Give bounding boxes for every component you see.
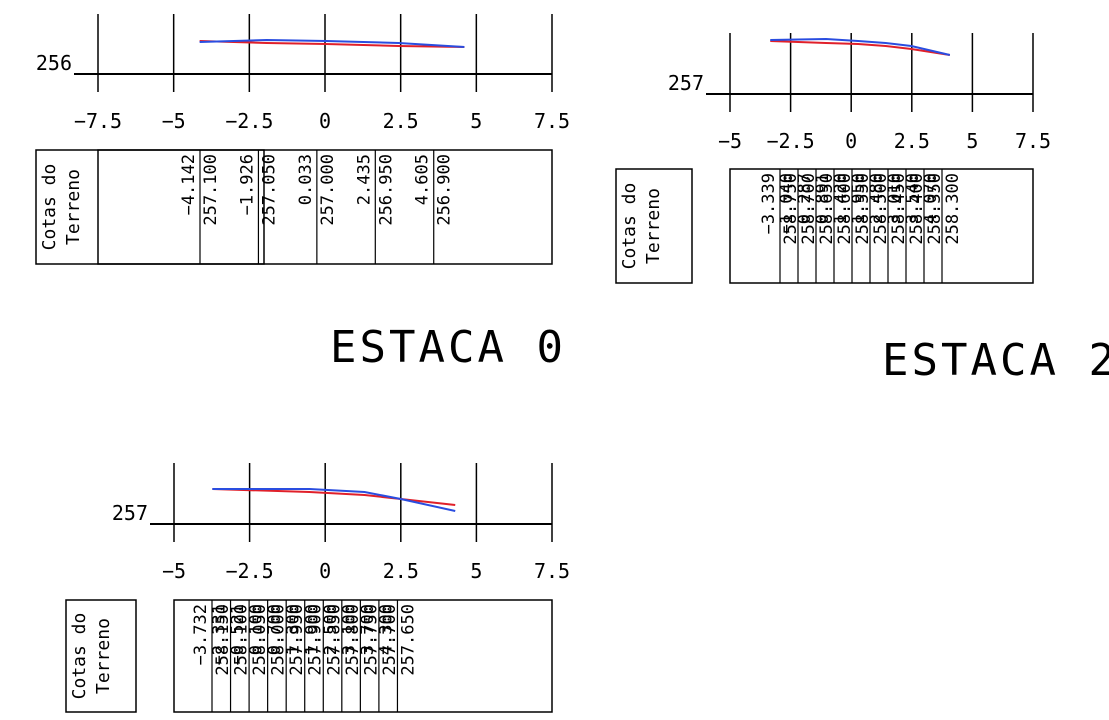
offset-value: −3.732 bbox=[191, 604, 211, 665]
x-tick-label: 7.5 bbox=[534, 559, 570, 583]
reference-elevation-label: 257 bbox=[112, 501, 148, 525]
x-tick-label: 5 bbox=[470, 109, 482, 133]
reference-elevation-label: 256 bbox=[36, 51, 72, 75]
offset-value: 1.900 bbox=[302, 604, 322, 655]
offset-value: 3.700 bbox=[358, 604, 378, 655]
project-line bbox=[212, 488, 456, 512]
offset-value: −3.339 bbox=[759, 173, 779, 234]
x-tick-label: −5 bbox=[162, 109, 186, 133]
offset-value: 4.605 bbox=[413, 154, 433, 205]
elevation-value: 258.050 bbox=[250, 604, 270, 676]
label-line-2: Terreno bbox=[93, 618, 114, 694]
offset-value: 4.300 bbox=[376, 604, 396, 655]
x-tick-label: 0 bbox=[319, 109, 331, 133]
offset-value: 0.700 bbox=[265, 604, 285, 655]
x-tick-label: −7.5 bbox=[74, 109, 122, 133]
x-tick-label: −5 bbox=[718, 129, 742, 153]
offset-value: 1.420 bbox=[831, 173, 851, 224]
elevation-value: 258.550 bbox=[853, 173, 873, 245]
offset-value: 2.480 bbox=[867, 173, 887, 224]
label-line-1: Cotas do bbox=[39, 164, 60, 251]
x-tick-label: 0 bbox=[845, 129, 857, 153]
offset-value: −4.142 bbox=[179, 154, 199, 215]
elevation-value: 257.700 bbox=[380, 604, 400, 676]
elevation-value: 257.000 bbox=[318, 154, 338, 226]
elevation-value: 258.000 bbox=[269, 604, 289, 676]
terrain-line bbox=[212, 488, 456, 506]
label-line-1: Cotas do bbox=[619, 183, 640, 270]
profile-estaca-0: 256 −7.5 −5 −2.5 0 2.5 5 7.5 Cotas do Terreno −4.1… bbox=[35, 14, 570, 373]
x-tick-label: 5 bbox=[470, 559, 482, 583]
x-tick-label: −2.5 bbox=[767, 129, 815, 153]
label-line-2: Terreno bbox=[643, 188, 664, 264]
elevation-value: 258.400 bbox=[907, 173, 927, 245]
x-tick-label: 5 bbox=[966, 129, 978, 153]
offset-value: 1.300 bbox=[284, 604, 304, 655]
offset-value: −0.521 bbox=[228, 604, 248, 665]
elevation-value: 258.300 bbox=[943, 173, 963, 245]
elevation-value: 256.900 bbox=[435, 154, 455, 226]
label-box bbox=[65, 599, 137, 713]
elevation-value: 257.650 bbox=[398, 604, 418, 676]
elevation-value: 257.950 bbox=[287, 604, 307, 676]
station-title: ESTACA 2 bbox=[882, 335, 1109, 386]
offset-value: −2.331 bbox=[210, 604, 230, 665]
offset-value: −1.926 bbox=[237, 154, 257, 215]
station-title: ESTACA 0 bbox=[330, 322, 566, 373]
offset-value: 0.033 bbox=[296, 154, 316, 205]
offset-value: 1.950 bbox=[849, 173, 869, 224]
elevation-value: 258.600 bbox=[835, 173, 855, 245]
data-table bbox=[173, 599, 553, 713]
offset-value: 2.435 bbox=[354, 154, 374, 205]
elevation-value: 258.700 bbox=[799, 173, 819, 245]
offset-value: 0.891 bbox=[813, 173, 833, 224]
offset-value: −1.040 bbox=[777, 173, 797, 234]
elevation-value: 258.100 bbox=[232, 604, 252, 676]
elevation-value: 257.100 bbox=[201, 154, 221, 226]
elevation-value: 258.350 bbox=[925, 173, 945, 245]
x-tick-label: 7.5 bbox=[1015, 129, 1051, 153]
x-tick-label: 2.5 bbox=[383, 109, 419, 133]
offset-value: 3.540 bbox=[903, 173, 923, 224]
elevation-value: 257.900 bbox=[306, 604, 326, 676]
elevation-value: 257.750 bbox=[361, 604, 381, 676]
elevation-value: 258.750 bbox=[781, 173, 801, 245]
x-tick-label: 7.5 bbox=[534, 109, 570, 133]
offset-value: 3.100 bbox=[339, 604, 359, 655]
elevation-value: 257.050 bbox=[259, 154, 279, 226]
offset-value: 0.100 bbox=[247, 604, 267, 655]
elevation-value: 258.150 bbox=[213, 604, 233, 676]
terrain-line bbox=[770, 40, 951, 56]
elevation-value: 258.650 bbox=[817, 173, 837, 245]
offset-value: 0.287 bbox=[795, 173, 815, 224]
x-tick-label: −2.5 bbox=[225, 109, 273, 133]
reference-elevation-label: 257 bbox=[668, 71, 704, 95]
elevation-value: 257.800 bbox=[343, 604, 363, 676]
elevation-value: 258.450 bbox=[889, 173, 909, 245]
data-table bbox=[729, 168, 1034, 284]
elevation-value: 258.500 bbox=[871, 173, 891, 245]
elevation-value: 256.950 bbox=[376, 154, 396, 226]
x-tick-label: 2.5 bbox=[383, 559, 419, 583]
x-tick-label: −5 bbox=[162, 559, 186, 583]
offset-value: 4.070 bbox=[921, 173, 941, 224]
offset-value: 2.500 bbox=[321, 604, 341, 655]
label-line-2: Terreno bbox=[63, 169, 84, 245]
project-line bbox=[770, 37, 951, 56]
project-line bbox=[199, 38, 465, 48]
x-tick-label: 2.5 bbox=[894, 129, 930, 153]
data-table bbox=[97, 149, 553, 265]
offset-value: 3.010 bbox=[885, 173, 905, 224]
terrain-line bbox=[199, 40, 465, 48]
x-tick-label: −2.5 bbox=[226, 559, 274, 583]
label-box bbox=[615, 168, 693, 284]
label-line-1: Cotas do bbox=[69, 613, 90, 700]
x-tick-label: 0 bbox=[319, 559, 331, 583]
elevation-value: 257.850 bbox=[324, 604, 344, 676]
